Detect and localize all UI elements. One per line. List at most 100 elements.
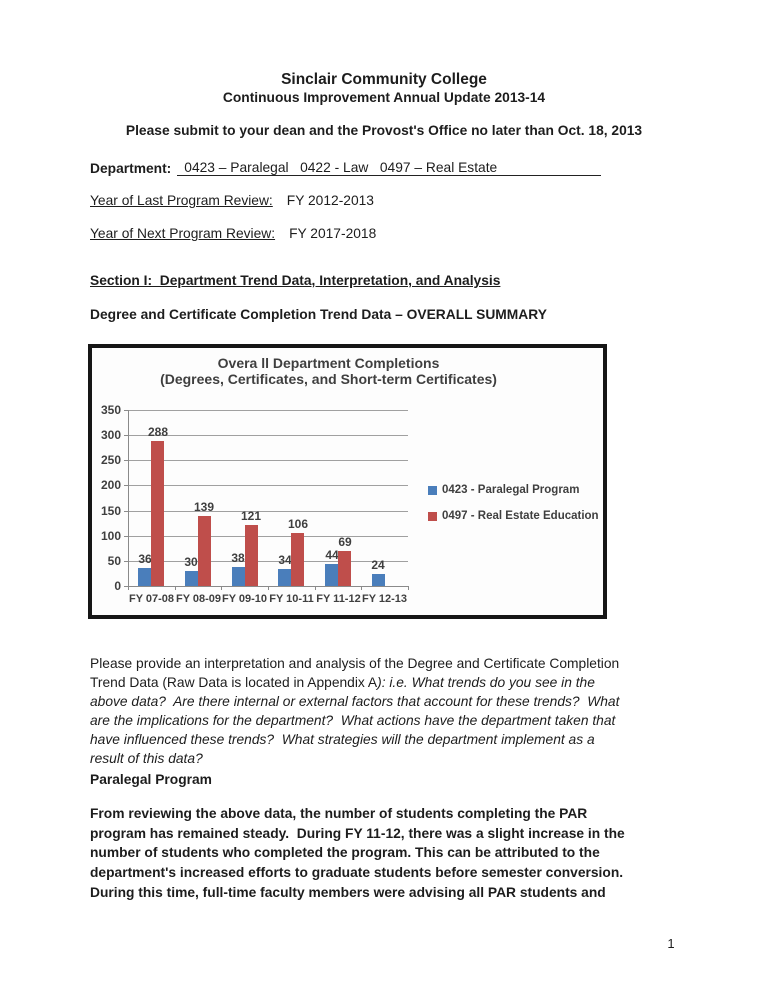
y-axis-tick: [124, 435, 128, 436]
y-axis-tick-label: 0: [114, 579, 121, 593]
x-axis-tick: [268, 586, 269, 590]
prompt-line-italic: ): i.e. What trends do you see in the: [377, 675, 595, 690]
chart-title: Overa ll Department Completions: [217, 355, 440, 371]
y-axis-tick: [124, 586, 128, 587]
y-axis-tick-label: 350: [100, 403, 121, 417]
legend-swatch-0497: [428, 512, 437, 521]
bar-value-label: 38: [231, 551, 245, 565]
bar-0423-fy-10-11: [278, 569, 291, 586]
prompt-line: have influenced these trends? What strat…: [90, 732, 595, 747]
bar-value-label: 44: [325, 548, 339, 562]
department-field: Department: 0423 – Paralegal 0422 - Law 0…: [90, 160, 602, 176]
bar-value-label: 106: [287, 517, 309, 531]
page-number: 1: [667, 936, 675, 951]
y-axis-tick-label: 50: [107, 554, 121, 568]
legend-label-0497: 0497 - Real Estate Education: [442, 510, 599, 522]
chart-gridline: [128, 511, 408, 512]
prompt-line: Trend Data (Raw Data is located in Appen…: [90, 673, 730, 692]
y-axis-tick: [124, 410, 128, 411]
bar-value-label: 30: [184, 555, 198, 569]
bar-0423-fy-12-13: [372, 574, 385, 586]
paralegal-program-heading: Paralegal Program: [90, 772, 212, 787]
prompt-line: above data? Are there internal or extern…: [90, 694, 620, 709]
y-axis-tick: [124, 561, 128, 562]
paralegal-program-paragraph: From reviewing the above data, the numbe…: [90, 804, 750, 903]
prompt-line-regular: Trend Data (Raw Data is located in Appen…: [90, 675, 378, 690]
y-axis-tick-label: 250: [100, 453, 121, 467]
prompt-line: Please provide an interpretation and ana…: [90, 656, 620, 671]
x-axis-tick: [315, 586, 316, 590]
x-axis-label-fy-10-11: FY 10-11: [269, 593, 314, 605]
bar-value-label: 139: [193, 500, 215, 514]
x-axis-tick: [175, 586, 176, 590]
chart-gridline: [128, 410, 408, 411]
document-title: Sinclair Community College: [281, 71, 487, 88]
y-axis-tick: [124, 536, 128, 537]
bar-value-label: 121: [240, 509, 262, 523]
submit-notice: Please submit to your dean and the Provo…: [125, 123, 643, 138]
paragraph-line: number of students who completed the pro…: [90, 845, 600, 861]
chart-gridline: [128, 485, 408, 486]
prompt-line: are the implications for the department?…: [90, 713, 616, 728]
y-axis-tick: [124, 511, 128, 512]
chart-subtitle: (Degrees, Certificates, and Short-term C…: [160, 371, 497, 387]
bar-0497-fy-10-11: [291, 533, 304, 586]
department-value: 0423 – Paralegal 0422 - Law 0497 – Real …: [177, 160, 602, 176]
paragraph-line: From reviewing the above data, the numbe…: [90, 806, 588, 821]
completions-chart-canvas: Overa ll Department Completions (Degrees…: [92, 348, 603, 615]
interpretation-prompt: Please provide an interpretation and ana…: [90, 654, 730, 768]
bar-0423-fy-09-10: [232, 567, 245, 586]
document-subtitle: Continuous Improvement Annual Update 201…: [222, 90, 546, 105]
chart-gridline: [128, 435, 408, 436]
chart-gridline: [128, 536, 408, 537]
bar-0497-fy-11-12: [338, 551, 351, 586]
bar-0423-fy-11-12: [325, 564, 338, 586]
bar-value-label: 288: [147, 425, 169, 439]
y-axis-tick-label: 150: [100, 504, 121, 518]
prompt-line: result of this data?: [90, 751, 203, 766]
bar-value-label: 69: [338, 535, 352, 549]
department-label: Department:: [90, 161, 172, 176]
y-axis-tick-label: 100: [100, 529, 121, 543]
paragraph-line: program has remained steady. During FY 1…: [90, 825, 625, 841]
bar-0497-fy-08-09: [198, 516, 211, 586]
chart-title-block: Overa ll Department Completions (Degrees…: [92, 355, 565, 387]
x-axis-tick: [408, 586, 409, 590]
bar-value-label: 34: [278, 553, 292, 567]
bar-value-label: 36: [138, 552, 152, 566]
x-axis-label-fy-09-10: FY 09-10: [221, 593, 268, 605]
section1-heading: Section I: Department Trend Data, Interp…: [90, 273, 501, 288]
next-review-field: Year of Next Program Review: FY 2017-2018: [90, 226, 376, 241]
y-axis-tick-label: 200: [100, 478, 121, 492]
bar-0423-fy-07-08: [138, 568, 151, 586]
x-axis-label-fy-07-08: FY 07-08: [128, 593, 175, 605]
y-axis-tick: [124, 460, 128, 461]
y-axis-line: [128, 410, 129, 586]
next-review-label: Year of Next Program Review:: [90, 226, 276, 241]
y-axis-tick-label: 300: [100, 428, 121, 442]
last-review-value: FY 2012-2013: [286, 193, 374, 208]
completion-trend-heading: Degree and Certificate Completion Trend …: [90, 307, 547, 322]
last-review-label: Year of Last Program Review:: [90, 193, 273, 208]
bar-0497-fy-07-08: [151, 441, 164, 586]
paragraph-line: During this time, full-time faculty memb…: [90, 884, 606, 900]
legend-label-0423: 0423 - Paralegal Program: [442, 484, 580, 496]
bar-0497-fy-09-10: [245, 525, 258, 586]
next-review-value: FY 2017-2018: [289, 226, 377, 241]
bar-0423-fy-08-09: [185, 571, 198, 586]
y-axis-tick: [124, 485, 128, 486]
x-axis-label-fy-08-09: FY 08-09: [175, 593, 222, 605]
x-axis-label-fy-11-12: FY 11-12: [316, 593, 361, 605]
x-axis-label-fy-12-13: FY 12-13: [361, 593, 408, 605]
completions-chart: Overa ll Department Completions (Degrees…: [88, 344, 607, 619]
legend-swatch-0423: [428, 486, 437, 495]
chart-gridline: [128, 561, 408, 562]
x-axis-tick: [128, 586, 129, 590]
x-axis-tick: [221, 586, 222, 590]
x-axis-tick: [361, 586, 362, 590]
bar-value-label: 24: [371, 558, 385, 572]
last-review-field: Year of Last Program Review: FY 2012-2013: [90, 193, 374, 208]
chart-gridline: [128, 460, 408, 461]
paragraph-line: department's increased efforts to gradua…: [90, 865, 624, 881]
